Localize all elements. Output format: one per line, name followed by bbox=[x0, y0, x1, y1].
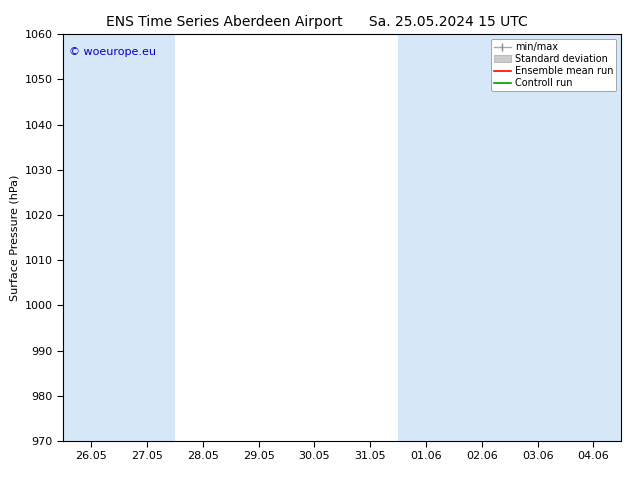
Bar bbox=[398, 34, 454, 441]
Bar bbox=[119, 34, 175, 441]
Text: ENS Time Series Aberdeen Airport      Sa. 25.05.2024 15 UTC: ENS Time Series Aberdeen Airport Sa. 25.… bbox=[106, 15, 528, 29]
Legend: min/max, Standard deviation, Ensemble mean run, Controll run: min/max, Standard deviation, Ensemble me… bbox=[491, 39, 616, 91]
Bar bbox=[510, 34, 566, 441]
Bar bbox=[566, 34, 621, 441]
Bar bbox=[454, 34, 510, 441]
Y-axis label: Surface Pressure (hPa): Surface Pressure (hPa) bbox=[10, 174, 19, 301]
Bar bbox=[63, 34, 119, 441]
Text: © woeurope.eu: © woeurope.eu bbox=[69, 47, 156, 56]
